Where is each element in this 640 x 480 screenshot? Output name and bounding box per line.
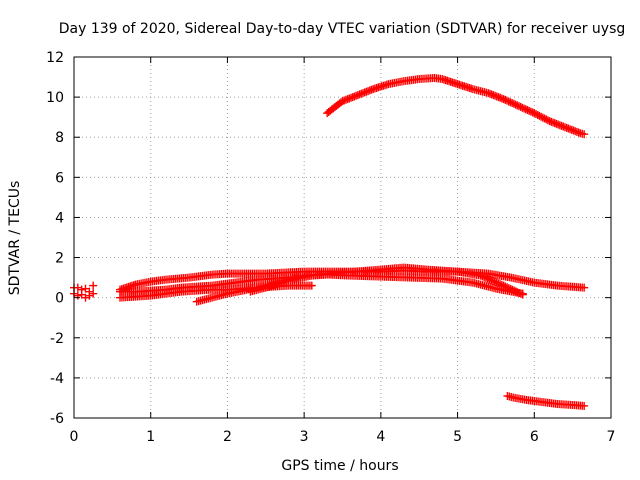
- y-tick-label: 12: [46, 50, 64, 66]
- y-axis-label: SDTVAR / TECUs: [7, 181, 23, 296]
- y-tick-label: 4: [55, 210, 64, 226]
- data-point: [533, 110, 542, 119]
- data-point: [514, 102, 523, 111]
- data-point: [81, 284, 90, 293]
- data-point: [490, 277, 499, 286]
- tick-layer: [73, 56, 612, 419]
- x-tick-label: 5: [453, 429, 462, 445]
- y-tick-label: 0: [55, 291, 64, 307]
- data-point: [307, 281, 316, 290]
- data-point: [516, 102, 525, 111]
- data-point: [488, 277, 497, 286]
- data-point: [526, 107, 535, 116]
- data-point: [499, 95, 508, 104]
- x-tick-label: 4: [376, 429, 385, 445]
- series-arc-lower: [503, 391, 589, 410]
- data-point: [480, 273, 489, 282]
- y-tick-label: -6: [50, 411, 64, 427]
- series-arc-upper: [323, 74, 589, 139]
- y-tick-label: 6: [55, 170, 64, 186]
- data-point: [518, 103, 527, 112]
- data-point: [538, 113, 547, 122]
- data-point: [525, 106, 534, 115]
- data-point: [89, 289, 98, 298]
- data-point: [535, 111, 544, 120]
- x-tick-label: 3: [300, 429, 309, 445]
- grid-layer: [74, 57, 611, 418]
- series-arc-start: [70, 281, 98, 302]
- series-arc-e: [116, 272, 309, 296]
- data-point: [537, 112, 546, 121]
- data-point: [580, 130, 589, 139]
- x-tick-label: 0: [70, 429, 79, 445]
- x-tick-label: 2: [223, 429, 232, 445]
- data-point: [531, 110, 540, 119]
- y-tick-label: -4: [50, 371, 64, 387]
- data-point: [485, 275, 494, 284]
- data-point: [89, 281, 98, 290]
- y-tick-label: 10: [46, 90, 64, 106]
- data-point: [478, 272, 487, 281]
- data-point: [73, 283, 82, 292]
- data-point: [509, 99, 518, 108]
- plot-frame: [73, 56, 612, 419]
- data-point: [520, 104, 529, 113]
- data-point: [476, 271, 485, 280]
- data-point: [523, 106, 532, 115]
- data-point: [518, 289, 527, 298]
- data-point: [542, 115, 551, 124]
- data-point: [501, 95, 510, 104]
- y-tick-label: -2: [50, 331, 64, 347]
- data-point: [580, 283, 589, 292]
- data-point: [506, 98, 515, 107]
- y-tick-label: 8: [55, 130, 64, 146]
- data-point: [508, 99, 517, 108]
- x-tick-label: 6: [530, 429, 539, 445]
- x-tick-label: 7: [607, 429, 616, 445]
- data-point: [540, 114, 549, 123]
- data-point: [300, 272, 309, 281]
- data-point: [530, 109, 539, 118]
- data-point: [521, 105, 530, 114]
- y-tick-label: 2: [55, 251, 64, 267]
- x-tick-label: 1: [146, 429, 155, 445]
- data-point: [528, 108, 537, 117]
- series-layer: [70, 74, 589, 410]
- data-point: [483, 274, 492, 283]
- data-point: [487, 276, 496, 285]
- data-point: [481, 273, 490, 282]
- data-point: [504, 97, 513, 106]
- data-point: [73, 291, 82, 300]
- x-axis-label: GPS time / hours: [281, 458, 398, 474]
- chart-title: Day 139 of 2020, Sidereal Day-to-day VTE…: [59, 21, 626, 37]
- data-point: [85, 291, 94, 300]
- data-point: [77, 290, 86, 299]
- data-point: [511, 100, 520, 109]
- data-point: [503, 96, 512, 105]
- data-point: [543, 116, 552, 125]
- data-point: [580, 401, 589, 410]
- data-point: [513, 101, 522, 110]
